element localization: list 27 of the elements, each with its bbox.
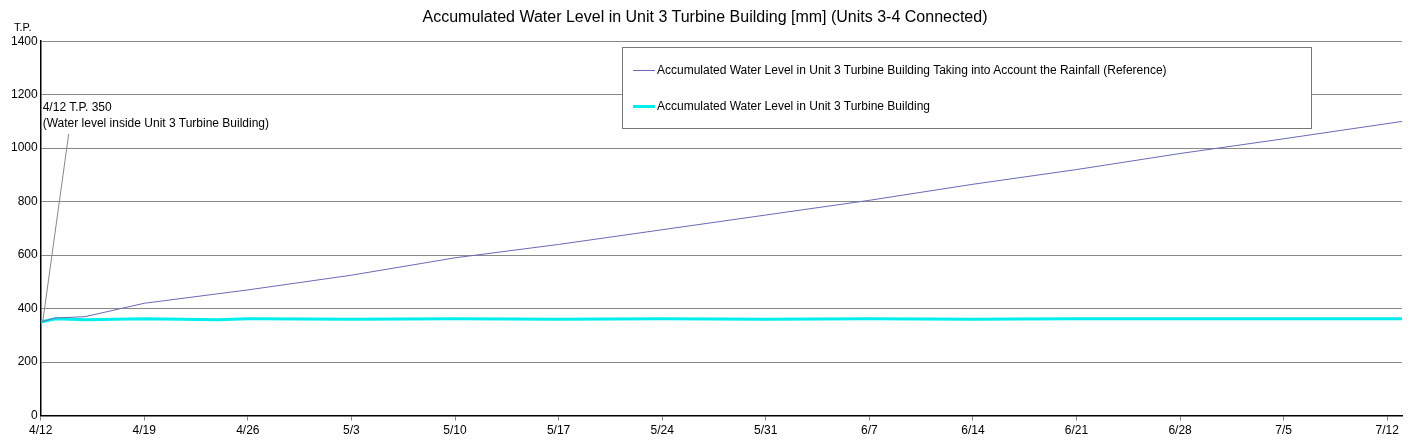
chart-title: Accumulated Water Level in Unit 3 Turbine Building [mm] (Units 3-4 Connected) [422, 8, 988, 26]
x-tick-label: 5/3 [343, 423, 361, 438]
x-tick-label: 5/24 [650, 423, 675, 438]
legend-label: Accumulated Water Level in Unit 3 Turbine Building [657, 99, 931, 114]
x-tick-label: 5/10 [443, 423, 468, 438]
x-tick-label: 5/31 [754, 423, 778, 438]
x-tick-label: 4/19 [132, 423, 157, 438]
x-tick-label: 7/12 [1375, 423, 1400, 438]
y-tick-label: 800 [17, 193, 39, 208]
x-tick-label: 4/12 [29, 423, 53, 438]
x-tick-label: 4/26 [236, 423, 260, 438]
y-tick-label: 600 [17, 247, 39, 262]
y-tick-label: 0 [31, 407, 39, 422]
y-tick-label: 200 [17, 354, 39, 369]
legend-label: Accumulated Water Level in Unit 3 Turbine Building Taking into Account the Rainfall (Reference) [657, 63, 1167, 78]
x-tick-label: 6/28 [1168, 423, 1193, 438]
x-tick-label: 5/17 [546, 423, 571, 438]
x-tick-label: 6/21 [1064, 423, 1089, 438]
x-tick-label: 6/7 [860, 423, 878, 438]
y-tick-label: 1200 [10, 87, 39, 101]
x-tick-label: 6/14 [961, 423, 985, 438]
y-tick-label: 400 [17, 300, 39, 315]
y-tick-label: 1000 [10, 140, 39, 155]
y-axis-title: T.P. [13, 20, 32, 33]
x-tick-label: 7/5 [1275, 423, 1293, 438]
annotation: 4/12 T.P. 350 (Water level inside Unit 3 Turbine Building) [42, 100, 270, 131]
y-tick-label: 1400 [10, 33, 39, 48]
